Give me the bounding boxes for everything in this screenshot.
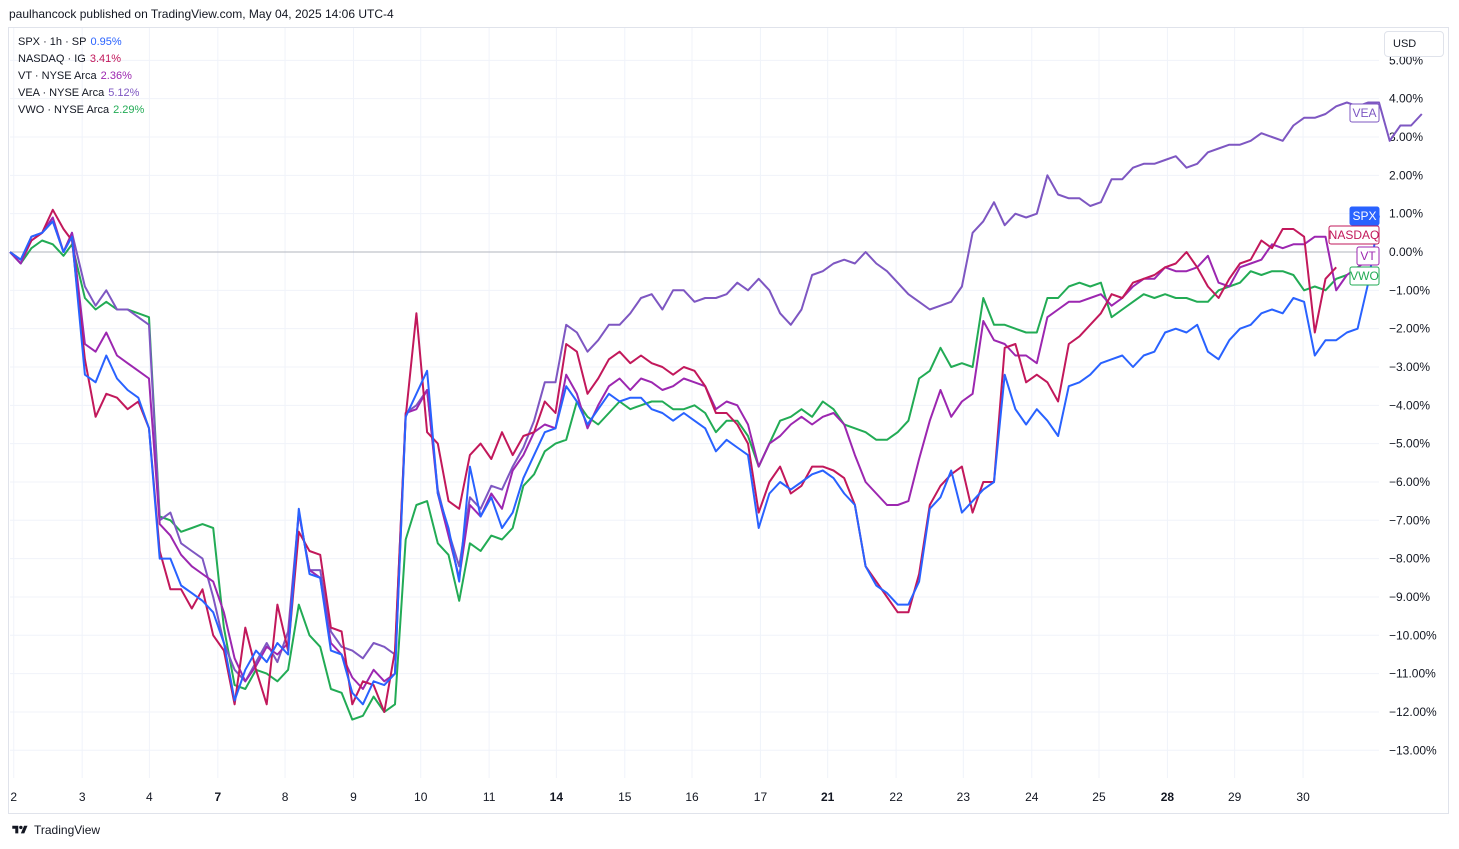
x-axis-tick-label: 25	[1092, 790, 1106, 804]
legend-item[interactable]: NASDAQ · IG 3.41%	[18, 51, 144, 68]
end-label-vea: VEA	[1352, 106, 1376, 120]
chart-frame	[8, 27, 1449, 814]
legend-series-name: VT · NYSE Arca	[18, 70, 97, 82]
end-label-box	[1328, 225, 1380, 245]
x-axis-tick-label: 9	[350, 790, 357, 804]
legend-item[interactable]: VEA · NYSE Arca 5.12%	[18, 85, 144, 102]
tradingview-logo-icon	[12, 825, 28, 834]
legend-series-name: VWO · NYSE Arca	[18, 104, 110, 116]
x-axis-tick-label: 23	[957, 790, 971, 804]
x-axis-tick-label: 28	[1161, 790, 1175, 804]
legend-series-name: SPX · 1h · SP	[18, 36, 87, 48]
x-axis-tick-label: 7	[214, 790, 221, 804]
legend-item[interactable]: VWO · NYSE Arca 2.29%	[18, 102, 144, 119]
footer-brand[interactable]: TradingView	[10, 823, 100, 837]
end-label-spx: SPX	[1352, 209, 1376, 223]
legend-series-change: 5.12%	[108, 87, 140, 99]
x-axis-tick-label: 22	[889, 790, 903, 804]
y-axis-tick-label: 2.00%	[1389, 168, 1423, 182]
y-axis-tick-label: −9.00%	[1389, 590, 1430, 604]
y-axis-tick-label: −1.00%	[1389, 283, 1430, 297]
legend-series-change: 2.36%	[100, 70, 132, 82]
legend-series-change: 2.29%	[113, 104, 145, 116]
y-axis-tick-label: −12.00%	[1389, 705, 1437, 719]
x-axis-tick-label: 10	[414, 790, 428, 804]
footer-brand-label: TradingView	[34, 823, 101, 837]
legend-series-name: NASDAQ · IG	[18, 53, 86, 65]
y-axis-tick-label: −13.00%	[1389, 743, 1437, 757]
publisher-header: paulhancock published on TradingView.com…	[9, 7, 394, 21]
y-axis-tick-label: −6.00%	[1389, 475, 1430, 489]
x-axis-tick-label: 30	[1296, 790, 1310, 804]
legend-item[interactable]: SPX · 1h · SP 0.95%	[18, 34, 144, 51]
y-axis-tick-label: 4.00%	[1389, 92, 1423, 106]
y-axis-tick-label: −3.00%	[1389, 360, 1430, 374]
y-axis-tick-label: −7.00%	[1389, 513, 1430, 527]
y-axis-tick-label: −4.00%	[1389, 398, 1430, 412]
y-axis-tick-label: 0.00%	[1389, 245, 1423, 259]
series-legend: SPX · 1h · SP 0.95% NASDAQ · IG 3.41% VT · N…	[18, 34, 144, 119]
y-axis-tick-label: −8.00%	[1389, 552, 1430, 566]
series-line-spx[interactable]	[9, 215, 1380, 706]
x-axis-tick-label: 8	[282, 790, 289, 804]
end-label-box	[1356, 246, 1380, 266]
currency-button[interactable]: USD	[1384, 31, 1444, 57]
x-axis-tick-label: 4	[146, 790, 153, 804]
x-axis-tick-label: 11	[483, 790, 496, 804]
y-axis-tick-label: −11.00%	[1389, 667, 1436, 681]
end-label-box	[1349, 103, 1380, 123]
x-axis-tick-label: 21	[821, 790, 835, 804]
y-axis-tick-label: 1.00%	[1389, 207, 1423, 221]
end-label-vt: VT	[1360, 249, 1376, 263]
x-axis-tick-label: 2	[10, 790, 17, 804]
end-label-box	[1349, 266, 1380, 286]
x-axis-tick-label: 16	[685, 790, 699, 804]
legend-series-change: 0.95%	[90, 36, 122, 48]
series-line-nasdaq[interactable]	[9, 208, 1337, 713]
y-axis-tick-label: −10.00%	[1389, 628, 1437, 642]
y-axis-tick-label: 3.00%	[1389, 130, 1423, 144]
legend-item[interactable]: VT · NYSE Arca 2.36%	[18, 68, 144, 85]
x-axis-tick-label: 29	[1228, 790, 1242, 804]
x-axis-tick-label: 14	[550, 790, 564, 804]
x-axis-tick-label: 24	[1025, 790, 1039, 804]
x-axis-tick-label: 17	[754, 790, 768, 804]
legend-series-change: 3.41%	[89, 53, 122, 65]
series-line-vea[interactable]	[9, 101, 1423, 683]
end-label-nasdaq: NASDAQ	[1329, 228, 1380, 242]
y-axis-tick-label: −5.00%	[1389, 437, 1430, 451]
end-label-vwo: VWO	[1350, 269, 1379, 283]
series-line-vt[interactable]	[9, 216, 1369, 690]
series-line-vwo[interactable]	[9, 239, 1348, 721]
x-axis-tick-label: 3	[79, 790, 86, 804]
legend-series-name: VEA · NYSE Arca	[18, 87, 105, 99]
end-label-box	[1349, 206, 1380, 226]
x-axis-tick-label: 15	[618, 790, 632, 804]
y-axis-tick-label: −2.00%	[1389, 322, 1430, 336]
